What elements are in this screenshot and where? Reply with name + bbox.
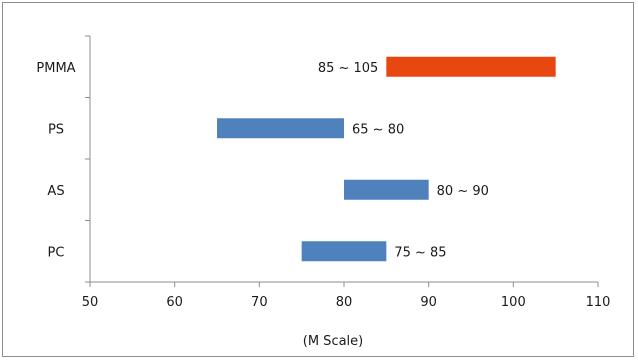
x-tick-label: 50 — [82, 295, 99, 310]
bars — [217, 56, 556, 262]
bar-pc — [301, 241, 387, 262]
data-label-ps: 65 ~ 80 — [352, 122, 404, 137]
data-label-as: 80 ~ 90 — [437, 184, 489, 199]
bar-as — [344, 179, 429, 200]
data-labels: 85 ~ 105 65 ~ 80 80 ~ 90 75 ~ 85 — [318, 61, 489, 261]
y-axis-labels: PMMA PS AS PC — [36, 61, 75, 261]
x-tick-label: 110 — [586, 295, 611, 310]
category-label-as: AS — [47, 184, 64, 199]
x-axis-title: (M Scale) — [303, 334, 363, 349]
y-axis-ticks — [85, 35, 90, 283]
x-tick-label: 70 — [251, 295, 268, 310]
x-tick-label: 60 — [166, 295, 183, 310]
bar-ps — [217, 118, 344, 139]
x-axis-ticks — [89, 282, 599, 287]
x-tick-label: 80 — [336, 295, 353, 310]
x-tick-label: 90 — [420, 295, 437, 310]
data-label-pmma: 85 ~ 105 — [318, 61, 379, 76]
category-label-ps: PS — [48, 122, 64, 137]
category-label-pmma: PMMA — [36, 61, 75, 76]
data-label-pc: 75 ~ 85 — [394, 245, 446, 260]
x-tick-label: 100 — [501, 295, 526, 310]
bar-pmma — [386, 56, 556, 77]
category-label-pc: PC — [48, 245, 65, 260]
x-axis-labels: 50 60 70 80 90 100 110 — [82, 295, 611, 310]
